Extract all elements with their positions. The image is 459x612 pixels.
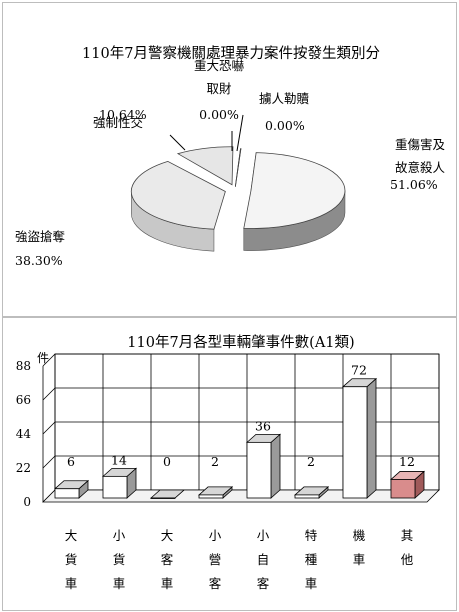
bar	[342, 386, 368, 499]
bar-value-label: 36	[255, 418, 271, 433]
x-tick-label: 客	[257, 576, 270, 591]
x-tick-label: 大	[161, 528, 174, 543]
x-tick-label: 小	[113, 528, 126, 543]
x-tick-label: 特	[305, 528, 318, 543]
bar-side	[366, 377, 377, 499]
x-tick-label: 貨	[65, 552, 78, 567]
x-tick-label: 其	[401, 528, 414, 543]
pie-slice-value: 51.06%	[390, 177, 438, 192]
pie-slice-label: 擄人勒贖	[259, 91, 310, 106]
y-tick-label: 88	[16, 359, 31, 373]
bar	[54, 488, 80, 499]
bar	[102, 475, 128, 499]
pie-slice-label: 強盜搶奪	[15, 229, 66, 244]
x-tick-label: 營	[209, 552, 222, 567]
gridline-diagonal	[42, 421, 56, 435]
pie-chart-panel: 110年7月警察機關處理暴力案件按發生類別分 重傷害及故意殺人 51.06% 強盜搶…	[2, 2, 457, 317]
pie-slice-value: 0.00%	[265, 118, 305, 133]
pie-slice-value: 10.64%	[99, 107, 147, 122]
bar-chart: 110年7月各型車輛肇事件數(A1類) 件 0224466886大貨車14小貨車…	[16, 334, 440, 591]
plot-floor	[42, 489, 440, 503]
pie-slice-label: 重大恐嚇	[194, 58, 245, 73]
pie-slice-label: 強制性交	[93, 115, 143, 130]
pie-slice-label: 取財	[206, 81, 232, 96]
bar	[150, 497, 176, 499]
bar-value-label: 72	[351, 363, 367, 378]
bar-value-label: 14	[111, 452, 127, 467]
pie-slice	[176, 146, 234, 186]
x-tick-label: 小	[209, 528, 222, 543]
bar-chart-panel: 110年7月各型車輛肇事件數(A1類) 件 0 22 44 66 88 6 大貨車 14 小貨車…	[2, 317, 457, 611]
bar	[390, 479, 416, 499]
pie-slice	[243, 152, 346, 229]
pie-slice-label: 重傷害及	[395, 137, 446, 152]
pie-chart-title: 110年7月警察機關處理暴力案件按發生類別分	[82, 44, 380, 62]
bar	[246, 441, 272, 499]
x-tick-label: 車	[305, 576, 318, 591]
x-tick-label: 自	[257, 552, 270, 567]
y-tick-label: 22	[16, 461, 31, 475]
y-tick-label: 0	[23, 495, 31, 509]
bar-value-label: 2	[307, 454, 315, 469]
x-tick-label: 他	[401, 552, 414, 567]
bar-side	[270, 433, 281, 499]
x-tick-label: 車	[161, 576, 174, 591]
bar-chart-title: 110年7月各型車輛肇事件數(A1類)	[127, 334, 354, 351]
x-tick-label: 車	[353, 552, 366, 567]
y-tick-label: 44	[16, 427, 32, 441]
bar-value-label: 6	[67, 454, 75, 469]
leader-line	[169, 134, 186, 151]
pie-slice	[130, 160, 226, 230]
pie-slice-label: 故意殺人	[395, 160, 446, 175]
pie-slice-value: 38.30%	[15, 253, 63, 268]
gridline-diagonal	[42, 387, 56, 401]
pie-slice	[234, 148, 242, 187]
x-tick-label: 客	[209, 576, 222, 591]
x-tick-label: 車	[65, 576, 78, 591]
bar	[294, 494, 320, 499]
gridline-diagonal	[42, 353, 56, 367]
x-tick-label: 大	[65, 528, 78, 543]
leader-line	[236, 114, 244, 152]
x-tick-label: 機	[353, 528, 366, 543]
gridline-diagonal	[42, 455, 56, 469]
x-tick-label: 小	[257, 528, 270, 543]
bar-value-label: 2	[211, 454, 219, 469]
pie-slice-value: 0.00%	[199, 107, 239, 122]
y-tick-label: 66	[16, 393, 31, 407]
x-tick-label: 種	[305, 552, 318, 567]
x-tick-label: 客	[161, 552, 174, 567]
y-axis-label: 件	[37, 351, 49, 365]
bar-value-label: 0	[163, 454, 171, 469]
x-tick-label: 車	[113, 576, 126, 591]
x-tick-label: 貨	[113, 552, 126, 567]
bar	[198, 494, 224, 499]
bar-value-label: 12	[399, 454, 415, 469]
